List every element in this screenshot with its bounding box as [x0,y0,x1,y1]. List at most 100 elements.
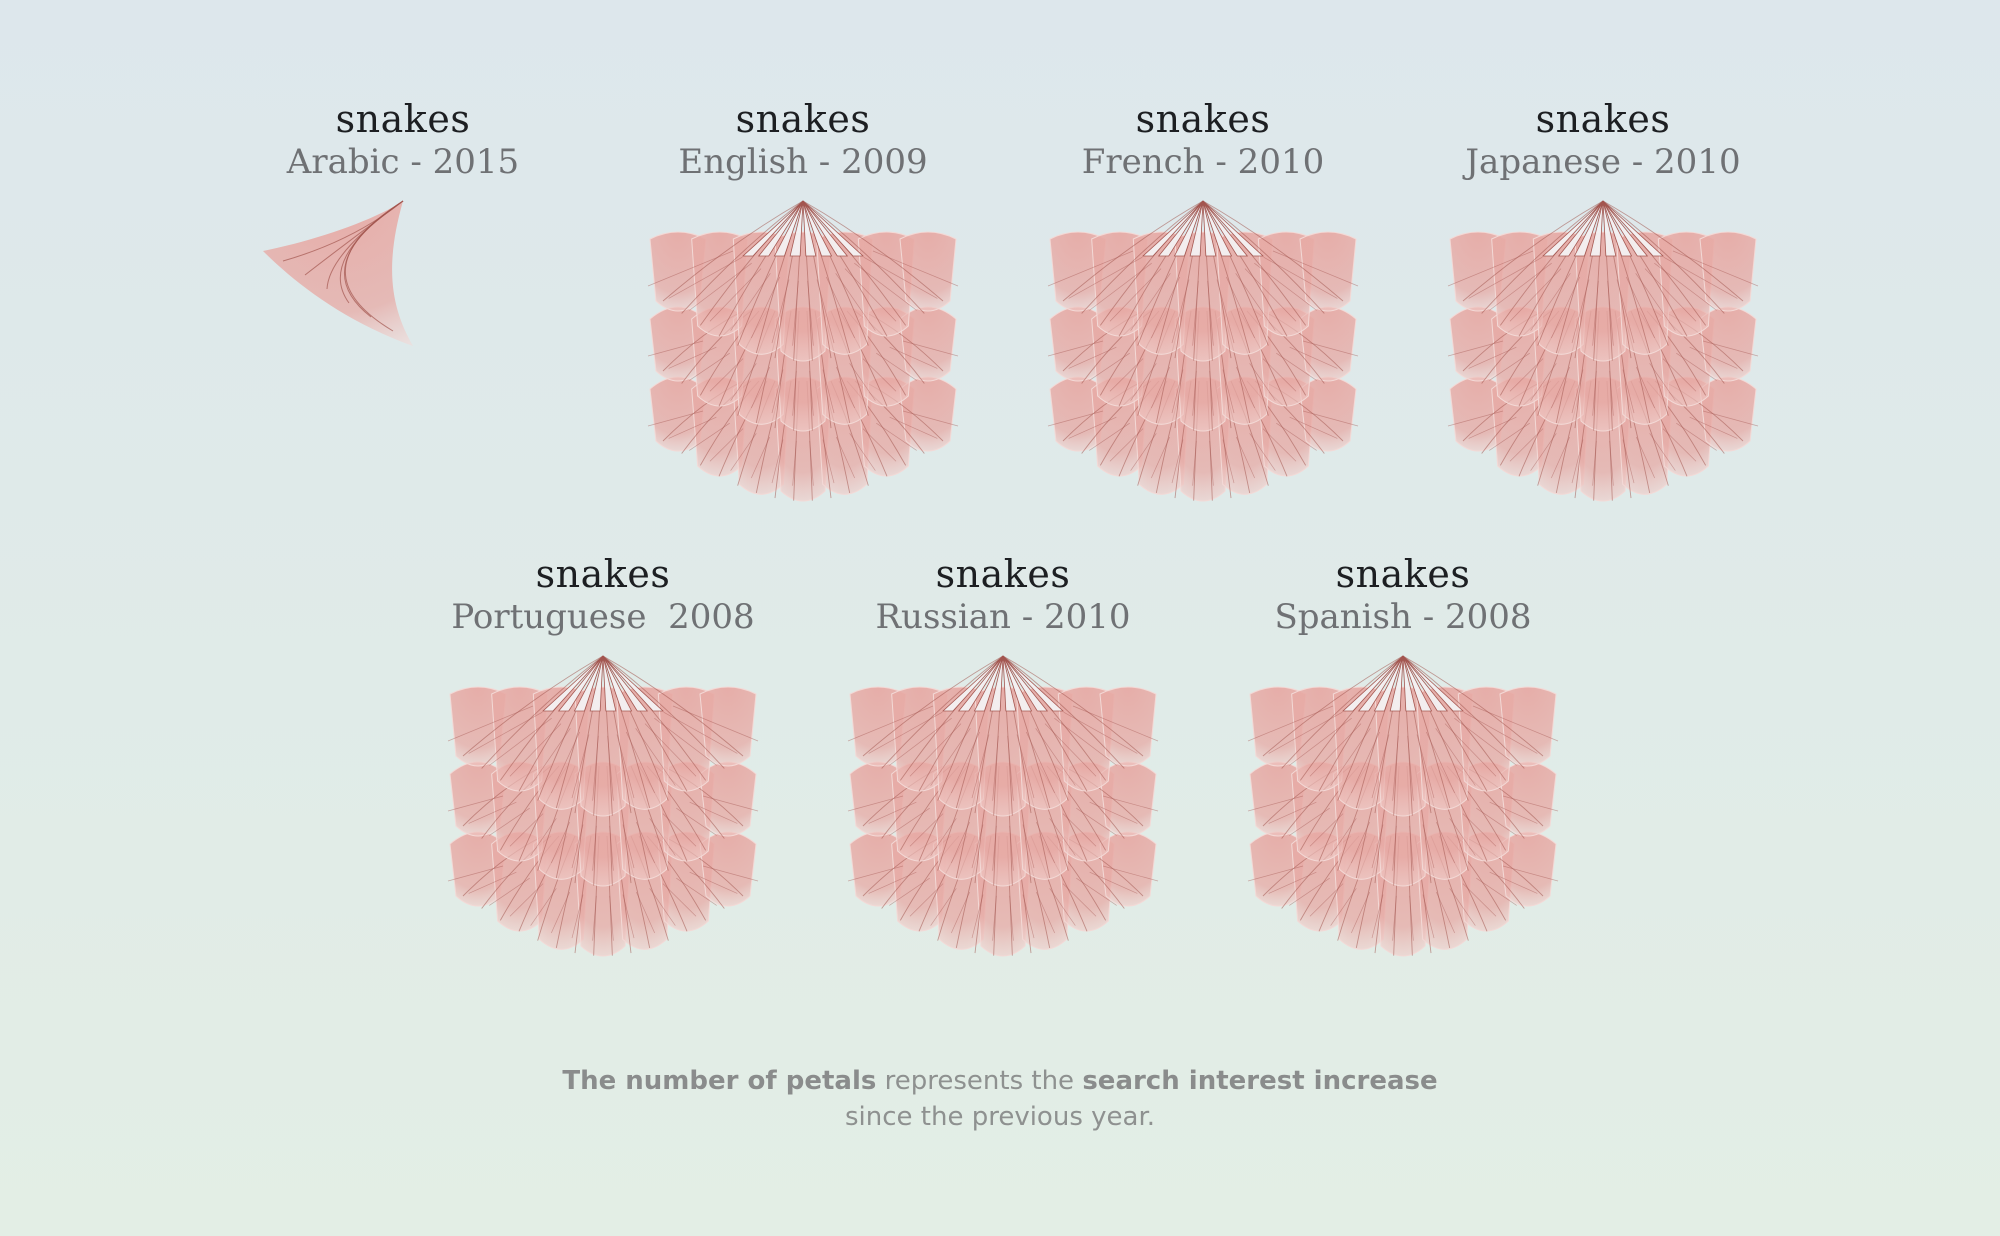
vein [530,818,557,856]
petal [263,201,413,346]
vein [1062,200,1204,302]
vein [1089,871,1138,894]
vein [1489,871,1538,894]
vein [662,813,697,847]
vein [1662,358,1697,392]
petal-ray [1402,655,1417,712]
petal-ray [1589,200,1604,257]
vein [792,370,797,416]
petal-ray [1602,200,1633,257]
petal [1574,231,1632,362]
vein [616,734,635,799]
vein [1068,416,1117,439]
vein [1281,655,1404,769]
vein [509,883,544,917]
vein [909,883,944,917]
vein [930,728,971,786]
vein [1072,705,1159,742]
vein [344,200,404,332]
vein [647,250,734,287]
petal-ray [789,200,804,257]
petal [1174,231,1232,362]
vein [551,731,580,794]
vein [751,276,780,339]
vein [1062,813,1097,847]
flower-term: snakes [535,552,671,596]
vein [1016,734,1035,799]
vein [1454,717,1517,766]
vein [1502,795,1559,812]
vein [672,705,759,742]
vein [1330,888,1357,926]
flower-french: snakes French - 2010 [1003,96,1403,536]
petal-ray [1541,200,1604,257]
vein [822,439,835,484]
vein [1462,200,1604,302]
vein [1649,363,1676,401]
vein [816,279,835,344]
vein [1192,280,1199,346]
petal-ray [1402,655,1433,712]
vein [1268,801,1317,824]
petal-ray [773,200,804,257]
vein [876,422,917,451]
vein [489,807,530,836]
flower-term: snakes [1135,97,1271,141]
petal [574,686,632,817]
petal-ray [1402,655,1449,712]
vein [1309,723,1362,777]
vein [592,735,599,801]
vein [702,865,759,882]
vein [1054,717,1117,766]
vein [689,262,752,311]
vein [1436,891,1455,934]
vein [571,894,584,939]
vein [868,871,917,894]
vein [668,416,717,439]
vein [1109,268,1162,322]
flower-term: snakes [935,552,1071,596]
vein [1702,340,1759,357]
vein [1263,256,1338,299]
vein [849,433,876,471]
petal-ray [802,200,817,257]
vein [1662,428,1697,462]
vein [1109,358,1144,392]
vein [876,352,917,381]
vein [1530,433,1557,471]
vein [1622,369,1635,414]
vein [647,340,704,357]
petal-ray [957,655,1004,712]
vein [862,358,897,392]
vein [1289,346,1338,369]
vein [930,888,957,926]
vein [1151,276,1180,339]
flower-arabic: snakes Arabic - 2015 [203,96,603,536]
vein [1089,422,1130,451]
vein [1244,268,1297,322]
flower-language-year: Russian - 2010 [875,597,1131,637]
flower-term: snakes [735,97,871,141]
vein [1247,795,1304,812]
vein [1276,422,1317,451]
vein [1330,818,1357,856]
vein [868,711,943,754]
petal-bloom [1047,200,1359,502]
petal-ray [1157,200,1204,257]
vein [1151,436,1170,479]
vein [1392,825,1397,871]
vein [1081,200,1204,314]
vein [622,894,635,939]
vein [1426,731,1455,794]
vein [668,256,743,299]
vein [1407,735,1414,801]
vein [1489,801,1538,824]
vein [1676,352,1717,381]
vein [1192,440,1197,486]
petal-ray [802,200,865,257]
vein [530,728,571,786]
vein [909,813,944,847]
vein [872,250,959,287]
vein [702,795,759,812]
vein [1371,734,1390,799]
